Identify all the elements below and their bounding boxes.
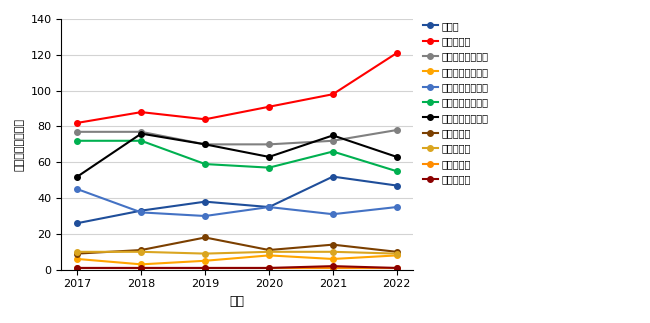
屋内貯蔵所 [73,121,81,125]
Line: 移送取扱所: 移送取扱所 [75,265,400,271]
一般取扱所 [137,266,145,270]
屋外タンク貯蔵所 [73,130,81,134]
移動タンク貯蔵所 [73,139,81,143]
Y-axis label: 漏えい件数（件）: 漏えい件数（件） [15,118,25,171]
Line: 地下タンク貯蔵所: 地下タンク貯蔵所 [75,186,400,219]
屋内貯蔵所 [393,51,400,55]
地下タンク貯蔵所 [329,212,337,216]
移送取扱所 [202,266,209,270]
簡易タンク貯蔵所 [329,133,337,137]
Line: 一般取扱所: 一般取扱所 [75,263,400,271]
給油取扱所 [202,252,209,255]
移送取扱所 [73,266,81,270]
屋内タンク貯蔵所 [393,254,400,257]
屋内貯蔵所 [329,92,337,96]
簡易タンク貯蔵所 [393,155,400,159]
屋外貯蔵所 [329,243,337,246]
Line: 屋外タンク貯蔵所: 屋外タンク貯蔵所 [75,127,400,147]
屋内タンク貯蔵所 [202,259,209,263]
屋外貯蔵所 [137,248,145,252]
Line: 簡易タンク貯蔵所: 簡易タンク貯蔵所 [75,131,400,179]
移動タンク貯蔵所 [329,150,337,153]
一般取扱所 [265,266,273,270]
移送取扱所 [393,266,400,270]
Line: 屋外貯蔵所: 屋外貯蔵所 [75,235,400,256]
簡易タンク貯蔵所 [73,175,81,179]
地下タンク貯蔵所 [137,211,145,214]
簡易タンク貯蔵所 [265,155,273,159]
Line: 移動タンク貯蔵所: 移動タンク貯蔵所 [75,138,400,174]
製造所 [329,175,337,179]
屋内タンク貯蔵所 [329,257,337,261]
移送取扱所 [137,266,145,270]
屋外タンク貯蔵所 [329,139,337,143]
一般取扱所 [329,264,337,268]
屋外タンク貯蔵所 [265,142,273,146]
Line: 給油取扱所: 給油取扱所 [75,249,400,256]
簡易タンク貯蔵所 [137,132,145,136]
Line: 屋内貯蔵所: 屋内貯蔵所 [75,50,400,126]
移送取扱所 [329,266,337,270]
移動タンク貯蔵所 [202,162,209,166]
Line: 屋内タンク貯蔵所: 屋内タンク貯蔵所 [75,253,400,267]
地下タンク貯蔵所 [202,214,209,218]
給油取扱所 [73,250,81,254]
一般取扱所 [202,266,209,270]
屋外タンク貯蔵所 [137,130,145,134]
地下タンク貯蔵所 [265,205,273,209]
製造所 [202,200,209,203]
屋外貯蔵所 [265,248,273,252]
屋内タンク貯蔵所 [137,262,145,266]
X-axis label: 年度: 年度 [229,295,244,308]
一般取扱所 [73,266,81,270]
Legend: 製造所, 屋内貯蔵所, 屋外タンク貯蔵所, 屋内タンク貯蔵所, 地下タンク貯蔵所, 移動タンク貯蔵所, 簡易タンク貯蔵所, 屋外貯蔵所, 給油取扱所, 移送取扱: 製造所, 屋内貯蔵所, 屋外タンク貯蔵所, 屋内タンク貯蔵所, 地下タンク貯蔵所… [421,19,491,186]
屋外貯蔵所 [202,235,209,239]
給油取扱所 [393,252,400,255]
地下タンク貯蔵所 [73,187,81,191]
移動タンク貯蔵所 [137,139,145,143]
屋内貯蔵所 [202,117,209,121]
給油取扱所 [265,250,273,254]
移動タンク貯蔵所 [265,166,273,170]
製造所 [73,221,81,225]
地下タンク貯蔵所 [393,205,400,209]
簡易タンク貯蔵所 [202,142,209,146]
屋外貯蔵所 [393,250,400,254]
給油取扱所 [329,250,337,254]
屋内タンク貯蔵所 [265,254,273,257]
移動タンク貯蔵所 [393,169,400,173]
屋内貯蔵所 [137,110,145,114]
屋外タンク貯蔵所 [202,142,209,146]
一般取扱所 [393,266,400,270]
製造所 [137,209,145,213]
Line: 製造所: 製造所 [75,174,400,226]
屋外貯蔵所 [73,252,81,255]
製造所 [265,205,273,209]
製造所 [393,183,400,187]
屋外タンク貯蔵所 [393,128,400,132]
屋内貯蔵所 [265,105,273,109]
移送取扱所 [265,266,273,270]
屋内タンク貯蔵所 [73,257,81,261]
給油取扱所 [137,250,145,254]
